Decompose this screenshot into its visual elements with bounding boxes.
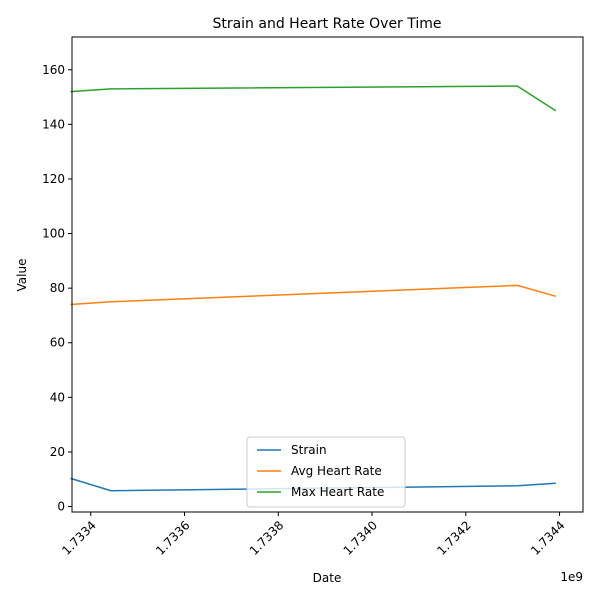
x-offset-label: 1e9 <box>560 570 583 584</box>
x-tick-label: 1.7342 <box>434 518 474 558</box>
legend-box <box>246 436 406 508</box>
x-tick-label: 1.7338 <box>247 518 287 558</box>
series-line-max-heart-rate <box>70 85 557 112</box>
plot-area <box>70 85 557 492</box>
y-tick-label: 120 <box>42 172 65 186</box>
legend-label: Max Heart Rate <box>291 485 384 499</box>
y-tick-label: 100 <box>42 227 65 241</box>
x-tick-label: 1.7344 <box>528 518 568 558</box>
legend-label: Strain <box>291 443 327 457</box>
y-axis-label: Value <box>15 259 29 292</box>
y-tick-label: 160 <box>42 63 65 77</box>
x-axis-label: Date <box>313 571 342 585</box>
y-tick-label: 140 <box>42 117 65 131</box>
y-tick-label: 0 <box>57 500 65 514</box>
y-tick-label: 80 <box>50 281 65 295</box>
legend: Strain Avg Heart Rate Max Heart Rate <box>246 436 406 508</box>
chart-title: Strain and Heart Rate Over Time <box>212 16 441 32</box>
y-tick-label: 20 <box>50 445 65 459</box>
x-tick-label: 1.7334 <box>59 518 99 558</box>
series-line-avg-heart-rate <box>70 284 557 306</box>
plot-frame <box>71 36 584 513</box>
y-tick-label: 40 <box>50 390 65 404</box>
x-tick-label: 1.7336 <box>153 518 193 558</box>
x-tick-label: 1.7340 <box>341 518 381 558</box>
legend-label: Avg Heart Rate <box>291 464 382 478</box>
y-axis: 0 20 40 60 80 100 120 140 160 <box>42 63 72 514</box>
y-tick-label: 60 <box>50 336 65 350</box>
x-axis: 1.7334 1.7336 1.7338 1.7340 1.7342 1.7344 <box>59 512 568 558</box>
